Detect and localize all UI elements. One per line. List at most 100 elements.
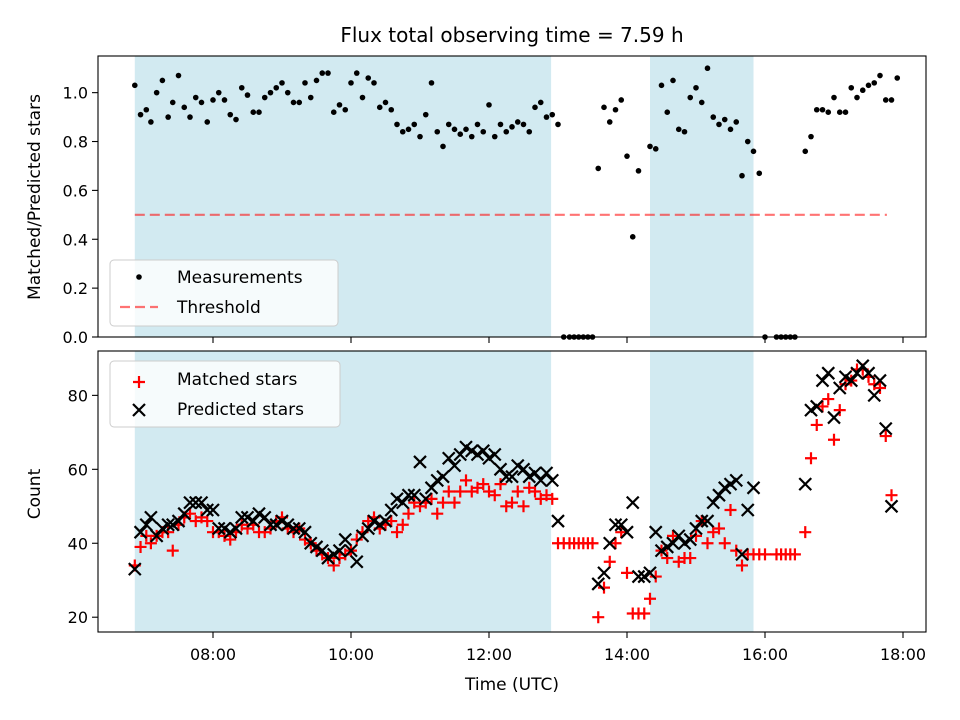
matched-star-point xyxy=(603,555,616,568)
measurement-point xyxy=(606,119,613,125)
predicted-star-point xyxy=(712,488,726,502)
matched-star-point xyxy=(402,507,415,520)
matched-star-point xyxy=(799,526,812,539)
y-tick-label: 40 xyxy=(68,534,88,553)
matched-star-point xyxy=(805,452,817,465)
predicted-star-point xyxy=(614,517,629,532)
measurement-point xyxy=(704,65,711,72)
measurement-point xyxy=(210,97,216,103)
measurement-point xyxy=(716,121,722,128)
predicted-star-point xyxy=(620,525,634,539)
y-tick-label: 80 xyxy=(68,386,88,405)
predicted-star-point xyxy=(516,462,531,477)
chart-title: Flux total observing time = 7.59 h xyxy=(340,23,683,47)
measurement-point xyxy=(635,168,642,174)
measurement-point xyxy=(658,82,665,89)
measurement-point xyxy=(411,121,418,128)
x-tick-label: 08:00 xyxy=(190,645,236,664)
measurement-point xyxy=(859,87,866,94)
measurement-point xyxy=(612,106,619,113)
matched-star-point xyxy=(460,474,472,487)
p1-y-axis: 0.0 0.2 0.4 0.6 0.8 1.0 xyxy=(63,84,98,347)
measurement-point xyxy=(491,133,498,140)
predicted-star-point xyxy=(528,466,542,480)
predicted-star-point xyxy=(735,547,749,562)
predicted-star-point xyxy=(344,543,358,558)
measurement-point xyxy=(279,80,285,86)
predicted-star-point xyxy=(338,532,353,547)
matched-star-point xyxy=(661,552,674,565)
matched-star-point xyxy=(442,485,455,498)
measurement-point xyxy=(693,84,699,91)
legend-predicted-marker xyxy=(132,403,146,417)
matched-star-point xyxy=(327,559,340,572)
p2-y-axis: 20 40 60 80 xyxy=(68,386,98,627)
measurement-point xyxy=(647,143,653,150)
predicted-star-point xyxy=(729,473,744,488)
predicted-star-point xyxy=(441,451,456,466)
measurement-point xyxy=(848,84,855,91)
measurement-point xyxy=(445,121,452,128)
predicted-star-point xyxy=(315,543,330,558)
measurement-point xyxy=(165,114,171,120)
y-tick-label: 0.2 xyxy=(63,279,88,298)
measurement-point xyxy=(143,106,150,113)
measurement-point xyxy=(618,97,625,103)
predicted-star-point xyxy=(873,373,887,388)
matched-star-point xyxy=(166,544,179,557)
matched-star-point xyxy=(816,400,829,413)
predicted-star-point xyxy=(384,503,399,517)
predicted-star-point xyxy=(424,481,439,495)
matched-star-point xyxy=(810,418,823,431)
matched-star-point xyxy=(621,566,633,579)
matched-star-point xyxy=(615,526,628,539)
matched-star-point xyxy=(454,485,467,498)
measurement-point xyxy=(359,94,366,101)
predicted-star-point xyxy=(832,381,847,395)
measurement-point xyxy=(480,128,487,135)
matched-star-point xyxy=(649,570,662,583)
matched-star-point xyxy=(713,522,725,535)
predicted-star-point xyxy=(476,444,491,458)
matched-star-point xyxy=(822,393,835,406)
measurement-point xyxy=(434,128,441,135)
predicted-star-point xyxy=(161,517,175,532)
predicted-star-point xyxy=(533,473,548,488)
matched-star-point xyxy=(224,533,237,546)
measurement-point xyxy=(813,106,820,113)
predicted-star-point xyxy=(694,514,709,528)
legend-threshold-label: Threshold xyxy=(176,298,261,318)
x-tick-label: 18:00 xyxy=(880,645,926,664)
predicted-star-point xyxy=(602,536,617,551)
measurement-point xyxy=(629,234,636,240)
measurement-point xyxy=(256,109,262,115)
measurement-point xyxy=(238,84,245,91)
predicted-star-point xyxy=(436,469,450,484)
predicted-star-point xyxy=(597,566,611,580)
predicted-star-point xyxy=(706,495,721,510)
measurement-point xyxy=(474,121,481,128)
predicted-star-point xyxy=(395,495,410,510)
predicted-star-point xyxy=(401,488,416,502)
measurement-point xyxy=(405,126,412,133)
measurement-point xyxy=(376,104,383,111)
matched-star-point xyxy=(477,478,490,491)
measurement-point xyxy=(148,119,154,125)
measurement-point xyxy=(175,72,182,79)
matched-star-point xyxy=(885,489,898,502)
predicted-star-point xyxy=(539,466,554,480)
measurement-point xyxy=(836,109,843,115)
measurement-point xyxy=(153,89,160,96)
measurement-point xyxy=(486,102,492,108)
predicted-star-point xyxy=(349,554,364,569)
predicted-star-point xyxy=(671,529,686,543)
measurement-point xyxy=(842,109,849,115)
legend-predicted-label: Predicted stars xyxy=(177,400,304,420)
predicted-star-point xyxy=(378,514,393,528)
predicted-star-point xyxy=(149,529,164,543)
measurement-point xyxy=(652,146,659,152)
predicted-star-point xyxy=(361,521,376,536)
measurement-point xyxy=(319,70,326,76)
predicted-star-point xyxy=(746,481,761,495)
